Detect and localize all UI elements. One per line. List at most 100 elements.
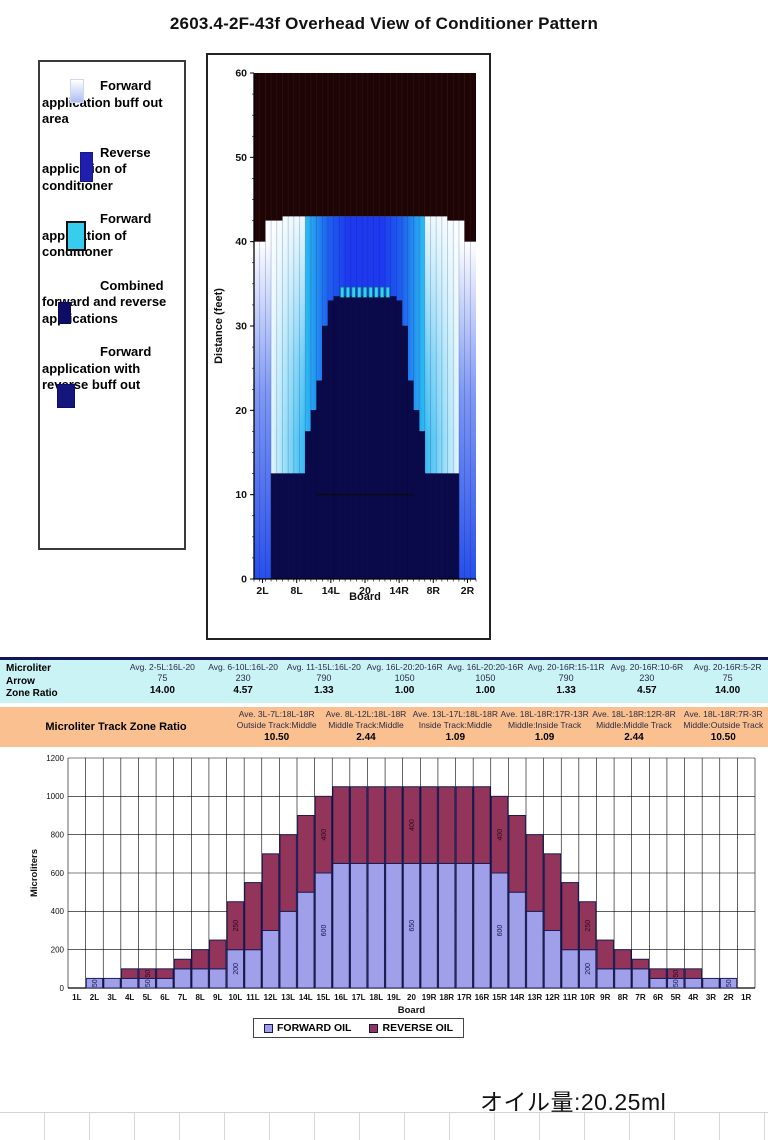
svg-text:7L: 7L: [178, 993, 187, 1002]
svg-text:2L: 2L: [256, 585, 269, 597]
svg-text:2R: 2R: [723, 993, 733, 1002]
arrow-table-column: Avg. 20-16R:5-2R 75 14.00: [693, 662, 762, 696]
reverse-oil-bar: [578, 901, 597, 951]
svg-text:12R: 12R: [545, 993, 560, 1002]
forward-oil-bar: [173, 968, 192, 989]
reverse-oil-bar: [402, 786, 421, 864]
reverse-oil-bar: [314, 795, 333, 874]
forward-oil-bar: [455, 862, 474, 989]
track-table-column: Ave. 18L-18R:7R-3R Middle:Outside Track 10…: [683, 709, 764, 743]
forward-oil-bar: [702, 977, 720, 989]
svg-text:18L: 18L: [369, 993, 383, 1002]
legend-item-forward-with-reverse-buff: Forward application with reverse buff ou…: [42, 344, 184, 408]
legend-item-reverse-application: Reverse application of conditioner: [42, 145, 184, 195]
svg-text:14L: 14L: [322, 585, 341, 597]
svg-text:16L: 16L: [334, 993, 348, 1002]
forward-application-swatch-icon: [66, 221, 86, 251]
svg-text:8R: 8R: [427, 585, 441, 597]
svg-text:14R: 14R: [390, 585, 410, 597]
overhead-pattern-chart: 0 10 20 30 40 50 60 2L 8L 14L 20 14R 8R 2R Board Distan…: [206, 53, 491, 640]
bar-value-label: 200: [233, 963, 240, 975]
arrow-table-column: Avg. 20-16R:10-6R 230 4.57: [610, 662, 684, 696]
forward-oil-bar: [332, 862, 350, 989]
reverse-oil-bar: [367, 786, 385, 864]
track-table-column: Ave. 3L-7L:18L-18R Outside Track:Middle 10…: [236, 709, 317, 743]
legend-item-combined-applications: Combined forward and reverse application…: [42, 278, 184, 328]
arrow-table-column: Avg. 2-5L:16L-20 75 14.00: [129, 662, 195, 696]
svg-text:4R: 4R: [688, 993, 698, 1002]
legend-item-forward-application: Forward application of conditioner: [42, 211, 184, 261]
forward-oil-bar: [120, 977, 139, 989]
svg-text:18R: 18R: [439, 993, 454, 1002]
bar-value-label: 50: [673, 970, 680, 978]
svg-text:17L: 17L: [352, 993, 366, 1002]
legend-item-label: Reverse application of conditioner: [42, 144, 151, 193]
reverse-oil-bar: [526, 834, 544, 912]
arrow-table-row-label: Microliter Arrow Zone Ratio: [6, 663, 58, 699]
svg-text:2R: 2R: [461, 585, 475, 597]
forward-with-reverse-buff-swatch-icon: [57, 384, 75, 408]
reverse-oil-bar: [490, 795, 509, 874]
svg-text:8L: 8L: [195, 993, 204, 1002]
reverse-oil-bar: [332, 786, 350, 864]
bar-value-label: 50: [726, 979, 733, 987]
reverse-oil-bar: [156, 968, 174, 979]
forward-oil-bar: [543, 930, 562, 989]
bar-legend-swatch-icon: [264, 1023, 273, 1033]
svg-text:3R: 3R: [706, 993, 716, 1002]
bar-legend-entry: FORWARD OIL: [264, 1022, 351, 1034]
oil-amount-label: オイル量:20.25ml: [480, 1089, 667, 1115]
svg-text:8L: 8L: [291, 585, 304, 597]
forward-oil-bar: [85, 977, 104, 989]
reverse-oil-bar: [349, 786, 368, 864]
svg-text:1R: 1R: [741, 993, 751, 1002]
svg-text:40: 40: [235, 236, 247, 248]
reverse-oil-bar: [684, 968, 703, 979]
forward-oil-bar: [420, 862, 438, 989]
forward-oil-bar: [385, 862, 403, 989]
reverse-oil-bar: [508, 815, 526, 893]
forward-buff-out-area-swatch-icon: [70, 79, 84, 103]
svg-text:20: 20: [407, 993, 416, 1002]
svg-text:4L: 4L: [125, 993, 134, 1002]
svg-text:2L: 2L: [90, 993, 99, 1002]
bar-legend-entry: REVERSE OIL: [369, 1022, 453, 1034]
overhead-xaxis-title: Board: [349, 591, 381, 603]
forward-oil-bar: [719, 977, 738, 989]
svg-text:20: 20: [235, 405, 247, 417]
svg-text:20: 20: [359, 585, 371, 597]
oil-pattern-area: [254, 216, 476, 580]
svg-text:15R: 15R: [492, 993, 507, 1002]
bar-value-label: 50: [92, 979, 99, 987]
svg-text:19R: 19R: [422, 993, 437, 1002]
legend-item-label: Forward application with reverse buff ou…: [42, 344, 152, 392]
legend-item-forward-buff-out-area: Forward application buff out area: [42, 78, 184, 128]
svg-text:30: 30: [235, 321, 247, 333]
forward-oil-bar: [596, 968, 614, 989]
bar-legend-label: REVERSE OIL: [382, 1022, 454, 1034]
reverse-oil-bar: [455, 786, 474, 864]
overhead-axes: 0 10 20 30 40 50 60 2L 8L 14L 20 14R 8R 2R Board Distan…: [213, 68, 477, 603]
svg-text:0: 0: [241, 574, 247, 586]
combined-applications-swatch-icon: [58, 301, 71, 324]
arrow-zone-ratio-table: Microliter Arrow Zone Ratio Avg. 2-5L:16L-2…: [0, 657, 768, 703]
reverse-oil-bar: [561, 882, 579, 951]
reverse-oil-bar: [173, 958, 192, 970]
svg-text:8R: 8R: [618, 993, 628, 1002]
track-table-row-label: Microliter Track Zone Ratio: [45, 721, 187, 733]
reverse-oil-bar: [438, 786, 456, 864]
forward-oil-bar: [684, 977, 703, 989]
forward-oil-bar: [614, 968, 632, 989]
reverse-oil-bar: [209, 939, 227, 970]
forward-oil-bar: [473, 862, 491, 989]
bar-yaxis-title: Microliters: [29, 849, 40, 897]
bar-value-label: 250: [233, 920, 240, 932]
reverse-oil-bar: [667, 968, 685, 979]
svg-text:10L: 10L: [228, 993, 242, 1002]
arrow-table-column: Avg. 11-15L:16L-20 790 1.33: [286, 662, 361, 696]
bar-value-label: 50: [673, 979, 680, 987]
svg-text:10R: 10R: [580, 993, 595, 1002]
bar-value-label: 400: [409, 819, 416, 831]
arrow-table-column: Avg. 16L-20:20-16R 1050 1.00: [366, 662, 443, 696]
bar-value-label: 200: [585, 963, 592, 975]
